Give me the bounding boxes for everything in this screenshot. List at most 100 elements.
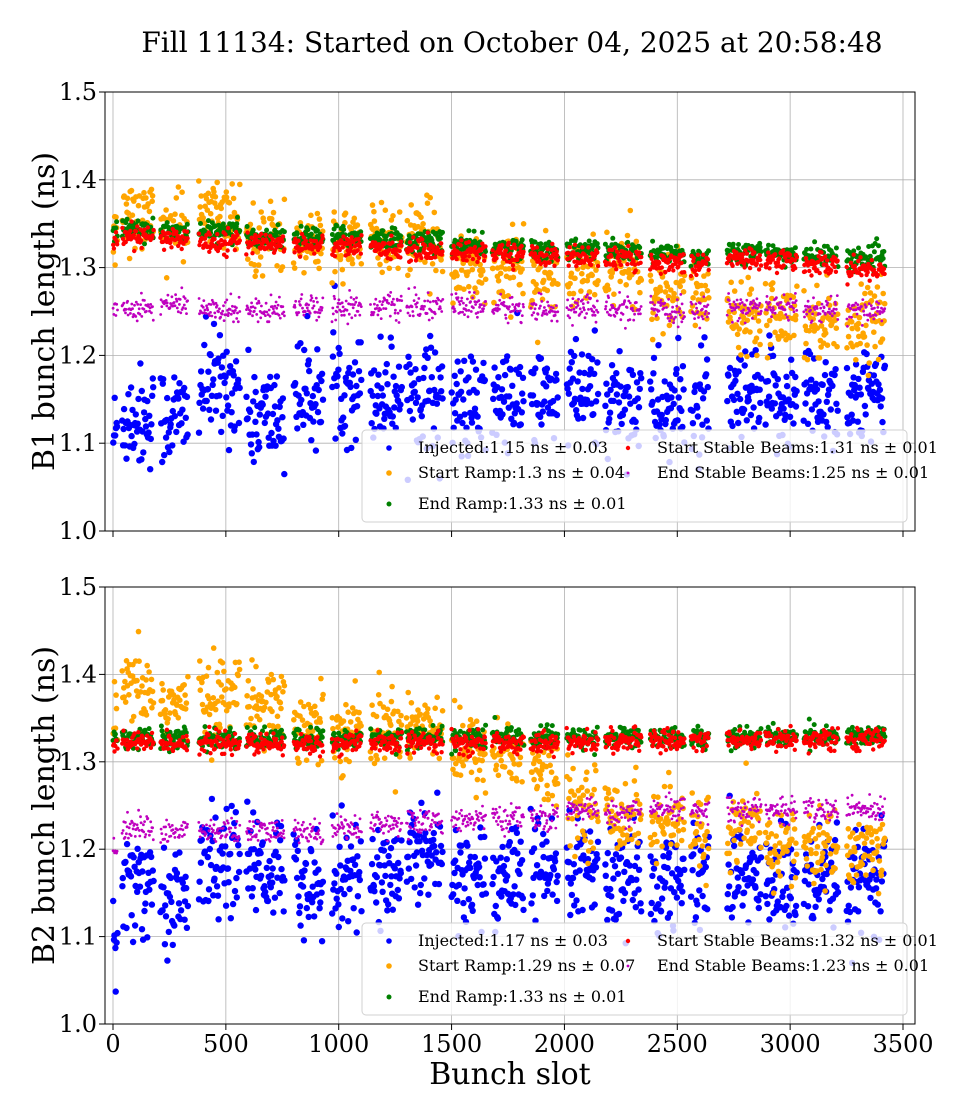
data-point (135, 395, 142, 403)
data-point (706, 267, 711, 273)
data-point (208, 392, 216, 399)
data-point (649, 316, 655, 323)
data-point (499, 411, 506, 418)
data-point (201, 305, 205, 309)
data-point (759, 309, 763, 313)
data-point (142, 241, 147, 247)
data-point (133, 229, 139, 234)
data-point (371, 208, 377, 215)
data-point (866, 318, 870, 322)
data-point (415, 301, 419, 305)
data-point (223, 232, 228, 237)
data-point (812, 296, 815, 300)
data-point (233, 309, 237, 312)
data-point (830, 314, 834, 318)
data-point (299, 297, 303, 301)
data-point (874, 236, 880, 242)
data-point (801, 288, 807, 294)
data-point (214, 892, 222, 899)
data-point (149, 375, 156, 382)
data-point (438, 388, 445, 395)
data-point (792, 403, 800, 410)
data-point (619, 411, 627, 419)
data-point (227, 214, 234, 220)
data-point (233, 894, 240, 901)
data-point (224, 865, 232, 872)
data-point (388, 294, 391, 298)
data-point (703, 261, 709, 266)
data-point (679, 260, 684, 266)
data-point (671, 290, 677, 297)
data-point (878, 395, 886, 402)
data-point (280, 239, 285, 244)
data-point (613, 263, 618, 268)
data-point (256, 225, 263, 231)
data-point (204, 385, 212, 393)
data-point (250, 398, 257, 405)
data-point (305, 306, 309, 310)
data-point (311, 913, 318, 920)
data-point (346, 322, 350, 326)
data-point (411, 310, 415, 313)
data-point (633, 238, 640, 245)
data-point (170, 218, 177, 224)
data-point (474, 413, 481, 420)
data-point (572, 307, 576, 311)
data-point (137, 360, 144, 367)
data-point (432, 255, 438, 260)
data-point (232, 320, 235, 324)
data-point (278, 243, 283, 249)
data-point (871, 329, 877, 336)
data-point (207, 210, 214, 217)
data-point (595, 299, 599, 303)
data-point (264, 314, 267, 317)
data-point (471, 405, 479, 412)
data-point (146, 412, 153, 419)
data-point (656, 421, 663, 428)
data-point (555, 319, 559, 323)
data-point (267, 198, 274, 205)
x-tick-label: 3000 (760, 1030, 821, 1058)
data-point (570, 304, 573, 308)
data-point (629, 371, 637, 378)
data-point (415, 305, 418, 309)
data-point (590, 411, 597, 418)
data-point (497, 270, 504, 277)
data-point (397, 248, 402, 254)
data-point (318, 370, 326, 377)
data-point (378, 199, 385, 206)
data-point (802, 310, 806, 314)
data-point (477, 299, 481, 303)
data-point (440, 229, 445, 235)
data-point (268, 429, 275, 437)
data-point (593, 305, 596, 309)
data-point (834, 343, 840, 350)
data-point (573, 407, 580, 414)
data-point (456, 296, 460, 299)
data-point (876, 306, 880, 309)
data-point (256, 320, 260, 324)
data-point (377, 261, 383, 268)
data-point (466, 228, 472, 234)
data-point (226, 200, 233, 206)
data-point (504, 313, 507, 317)
data-point (235, 317, 239, 320)
data-point (694, 404, 701, 411)
data-point (472, 244, 478, 250)
data-point (766, 332, 773, 339)
data-point (369, 202, 376, 208)
data-point (579, 385, 586, 393)
data-point (777, 256, 782, 261)
data-point (454, 272, 460, 279)
data-point (579, 414, 587, 422)
data-point (827, 406, 834, 413)
data-point (538, 241, 544, 247)
data-point (679, 423, 686, 431)
data-point (586, 293, 589, 297)
data-point (207, 416, 215, 423)
data-point (866, 360, 872, 366)
data-point (308, 231, 314, 237)
data-point (163, 207, 169, 213)
data-point (794, 255, 799, 260)
data-point (407, 240, 413, 245)
